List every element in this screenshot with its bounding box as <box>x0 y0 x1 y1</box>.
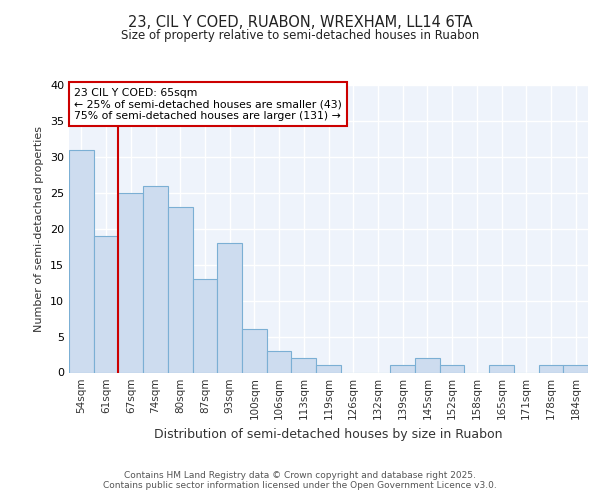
Bar <box>217 243 242 372</box>
Bar <box>168 207 193 372</box>
Bar <box>563 366 588 372</box>
Bar <box>489 366 514 372</box>
Bar <box>267 351 292 372</box>
Y-axis label: Number of semi-detached properties: Number of semi-detached properties <box>34 126 44 332</box>
Bar <box>94 236 118 372</box>
Bar <box>292 358 316 372</box>
Bar <box>316 366 341 372</box>
Bar <box>69 150 94 372</box>
Bar <box>118 193 143 372</box>
X-axis label: Distribution of semi-detached houses by size in Ruabon: Distribution of semi-detached houses by … <box>154 428 503 441</box>
Bar <box>390 366 415 372</box>
Bar <box>143 186 168 372</box>
Text: Size of property relative to semi-detached houses in Ruabon: Size of property relative to semi-detach… <box>121 30 479 43</box>
Bar <box>440 366 464 372</box>
Text: Contains public sector information licensed under the Open Government Licence v3: Contains public sector information licen… <box>103 482 497 490</box>
Text: 23 CIL Y COED: 65sqm
← 25% of semi-detached houses are smaller (43)
75% of semi-: 23 CIL Y COED: 65sqm ← 25% of semi-detac… <box>74 88 342 121</box>
Text: Contains HM Land Registry data © Crown copyright and database right 2025.: Contains HM Land Registry data © Crown c… <box>124 472 476 480</box>
Bar <box>193 279 217 372</box>
Bar <box>539 366 563 372</box>
Bar <box>242 330 267 372</box>
Text: 23, CIL Y COED, RUABON, WREXHAM, LL14 6TA: 23, CIL Y COED, RUABON, WREXHAM, LL14 6T… <box>128 15 472 30</box>
Bar <box>415 358 440 372</box>
